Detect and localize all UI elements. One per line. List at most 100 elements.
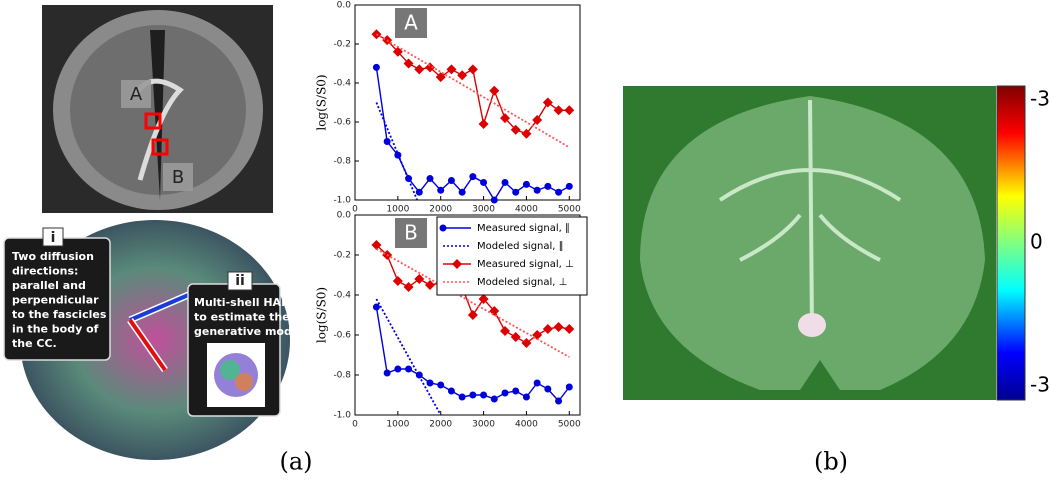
- data-point: [405, 365, 413, 373]
- callout-line: parallel and: [12, 279, 86, 292]
- y-tick-label: -0.2: [333, 40, 351, 50]
- x-tick-label: 2000: [429, 420, 452, 430]
- callout-line: to the fascicles: [12, 308, 107, 321]
- data-point: [500, 326, 510, 336]
- series-line: [375, 102, 418, 200]
- x-tick-label: 3000: [472, 205, 495, 215]
- y-tick-label: -0.4: [333, 79, 351, 89]
- legend-marker: [439, 224, 447, 232]
- y-tick-label: -0.6: [333, 331, 351, 341]
- data-point: [564, 324, 575, 334]
- data-point: [510, 332, 521, 342]
- badge: [227, 271, 253, 291]
- y-tick-label: -0.6: [333, 118, 351, 128]
- callout-text: Multi-shell HARDI to estimate thegenerati…: [194, 296, 303, 338]
- data-point: [415, 188, 423, 196]
- data-point: [542, 97, 553, 108]
- roi: [144, 112, 162, 130]
- y-tick-label: -0.8: [333, 157, 351, 167]
- glyph: [235, 373, 253, 391]
- colorbar-label: -3: [1030, 87, 1050, 111]
- x-tick-label: 3000: [472, 420, 495, 430]
- data-point: [383, 369, 391, 377]
- x-tick-label: 1000: [386, 205, 409, 215]
- data-point: [469, 173, 477, 181]
- data-point: [426, 175, 434, 183]
- colorbar: [996, 85, 1026, 401]
- plot-area: [354, 4, 581, 201]
- colorbar-label: -3: [1030, 373, 1050, 397]
- y-tick-label: -0.2: [333, 251, 351, 261]
- arrow: [128, 318, 167, 372]
- callout-line: the CC.: [12, 337, 57, 350]
- data-point: [371, 240, 382, 250]
- data-point: [392, 276, 403, 286]
- data-point: [522, 180, 530, 188]
- data-point: [565, 383, 573, 391]
- data-point: [447, 177, 455, 184]
- legend-label: Modeled signal, ∥: [477, 241, 564, 252]
- data-point: [542, 324, 553, 334]
- data-point: [447, 387, 455, 395]
- data-point: [510, 124, 521, 135]
- data-point: [437, 381, 445, 389]
- legend-box: [436, 216, 588, 296]
- data-point: [425, 62, 435, 73]
- x-tick-label: 1000: [386, 420, 409, 430]
- data-point: [544, 182, 552, 190]
- roi: [151, 138, 169, 156]
- colorbar-label: 0: [1030, 230, 1043, 254]
- data-point: [555, 188, 563, 196]
- label-box: [163, 163, 193, 191]
- data-point: [478, 118, 489, 129]
- data-point: [533, 186, 541, 194]
- data-point: [467, 64, 478, 75]
- data-point: [522, 393, 530, 401]
- callout-line: to estimate the: [194, 311, 290, 324]
- data-point: [533, 379, 541, 387]
- data-point: [458, 393, 466, 401]
- data-point: [426, 379, 434, 387]
- y-axis-label: log(S/S0): [315, 287, 329, 343]
- legend-label: Modeled signal, ⊥: [477, 277, 567, 288]
- callout-line: directions:: [12, 265, 78, 278]
- x-tick-label: 5000: [558, 420, 581, 430]
- data-point: [555, 397, 563, 405]
- data-point: [446, 64, 457, 75]
- data-point: [480, 178, 488, 186]
- bright-spot: [798, 313, 826, 337]
- data-point: [501, 389, 509, 397]
- data-point: [467, 310, 478, 320]
- data-point: [394, 365, 402, 373]
- panel-label: B: [404, 221, 418, 245]
- series-line: [375, 248, 570, 358]
- brain-label: B: [172, 167, 184, 188]
- y-tick-label: -0.4: [333, 291, 351, 301]
- white-matter: [718, 99, 902, 331]
- panel-label-box: [395, 8, 427, 38]
- y-tick-label: -1.0: [333, 411, 351, 421]
- x-tick-label: 4000: [515, 205, 538, 215]
- legend-label: Measured signal, ∥: [477, 223, 570, 234]
- data-point: [553, 105, 564, 116]
- caption: (b): [814, 448, 848, 476]
- x-tick-label: 2000: [429, 205, 452, 215]
- data-point: [501, 178, 509, 186]
- data-point: [500, 113, 510, 124]
- data-point: [403, 282, 414, 292]
- callout-line: generative model: [194, 325, 303, 338]
- data-point: [521, 338, 532, 348]
- legend-marker: [452, 259, 462, 269]
- y-tick-label: -1.0: [333, 196, 351, 206]
- callout-text: Two diffusion directions:parallel and perp…: [12, 250, 107, 350]
- data-point: [544, 385, 552, 393]
- y-tick-label: 0.0: [337, 1, 352, 11]
- data-point: [532, 115, 543, 126]
- badge-text: ii: [235, 273, 245, 289]
- data-point: [469, 391, 477, 399]
- panel-label: A: [404, 11, 418, 35]
- label-box: [121, 80, 151, 108]
- data-point: [425, 280, 435, 290]
- x-tick-label: 0: [352, 205, 358, 215]
